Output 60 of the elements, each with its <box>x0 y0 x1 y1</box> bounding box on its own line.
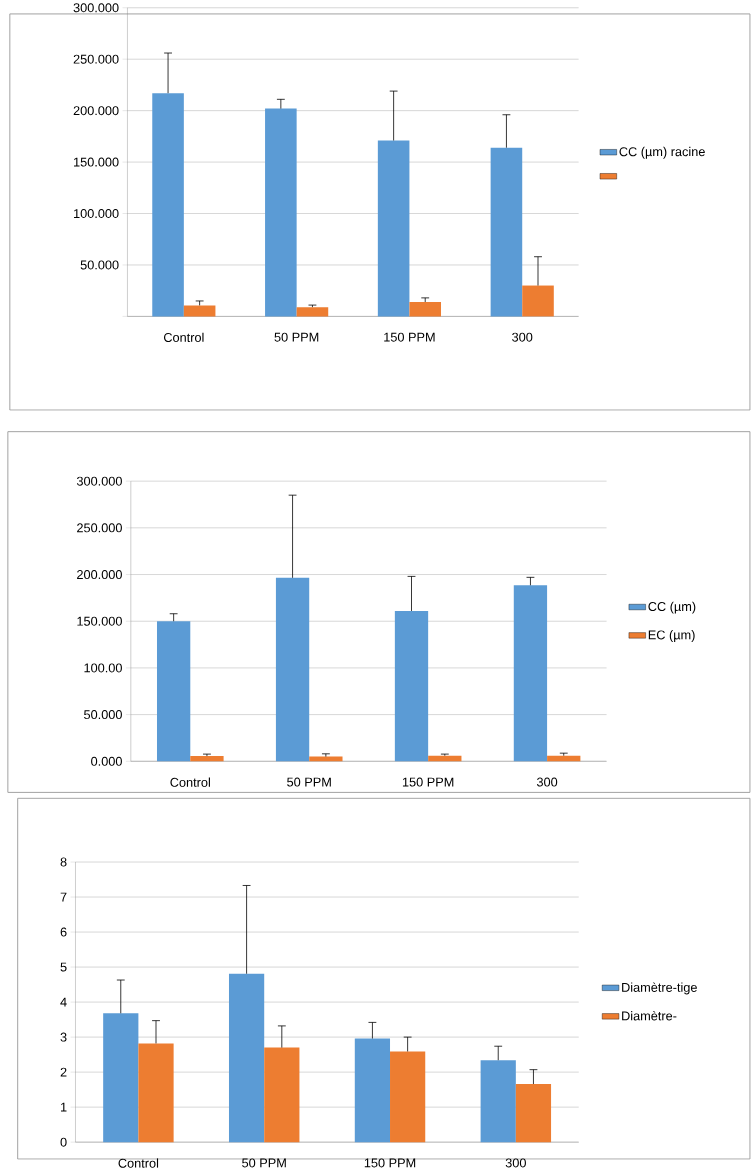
y-tick-label: 0.000 <box>91 756 122 766</box>
bar <box>377 140 410 317</box>
x-tick-label: 150 PPM <box>402 777 454 787</box>
bar <box>513 585 548 762</box>
x-tick-label: 50 PPM <box>287 777 331 787</box>
x-tick-label: 150 PPM <box>384 332 435 342</box>
y-tick-label: 1 <box>61 1102 67 1112</box>
bar <box>354 1038 391 1143</box>
legend-label: CC (µm) <box>648 601 696 614</box>
bar <box>190 756 224 762</box>
y-tick-label: 200.000 <box>77 570 122 580</box>
bar <box>296 307 329 317</box>
y-tick-label: 50.000 <box>80 260 119 270</box>
bar <box>265 108 297 317</box>
x-tick-label: 150 PPM <box>364 1158 416 1168</box>
bar <box>409 301 442 317</box>
legend-label: Diamètre-tige <box>622 982 697 995</box>
y-tick-label: 250.000 <box>73 54 119 64</box>
legend-label: EC (µm) <box>648 630 695 642</box>
x-tick-label: 50 PPM <box>242 1158 286 1168</box>
y-tick-label: 2 <box>60 1067 67 1077</box>
legend-label: CC (µm) racine <box>619 146 705 159</box>
y-tick-label: 200.000 <box>73 106 119 116</box>
y-tick-label: 300.000 <box>73 3 119 13</box>
y-tick-label: 50.000 <box>84 710 122 720</box>
x-tick-label: 300 <box>505 1158 526 1168</box>
x-tick-label: Control <box>170 777 210 787</box>
y-tick-label: 100.00 <box>84 663 122 673</box>
bar <box>390 1051 426 1143</box>
y-tick-label: 4 <box>60 997 67 1007</box>
y-tick-label: 100.000 <box>74 209 119 219</box>
bar <box>157 621 191 762</box>
bar <box>183 305 216 317</box>
y-tick-label: 150.000 <box>77 616 122 626</box>
y-tick-label: 150.000 <box>74 157 119 167</box>
y-tick-label: 6 <box>60 927 67 937</box>
bar <box>515 1084 552 1143</box>
bar <box>275 577 310 762</box>
bar <box>138 1043 174 1143</box>
bar <box>103 1013 139 1143</box>
y-tick-label: 5 <box>60 962 67 972</box>
bar <box>264 1047 300 1143</box>
y-tick-label: 0 <box>60 1137 67 1147</box>
x-tick-label: Control <box>118 1158 159 1168</box>
x-tick-label: 300 <box>512 332 533 342</box>
bar <box>522 285 554 317</box>
y-tick-label: 250.000 <box>77 523 122 533</box>
x-tick-label: Control <box>164 332 204 342</box>
x-tick-label: 300 <box>536 777 558 787</box>
x-tick-label: 50 PPM <box>274 332 319 342</box>
y-tick-label: 300.000 <box>76 476 122 486</box>
bar <box>152 93 184 317</box>
bar <box>480 1060 516 1143</box>
legend-label: Diamètre- <box>622 1010 677 1021</box>
y-tick-label: 8 <box>60 857 67 867</box>
y-tick-label: 7 <box>60 892 67 902</box>
bar <box>394 610 429 762</box>
y-tick-label: 3 <box>60 1032 67 1042</box>
bar <box>229 973 265 1143</box>
bar <box>490 147 523 317</box>
